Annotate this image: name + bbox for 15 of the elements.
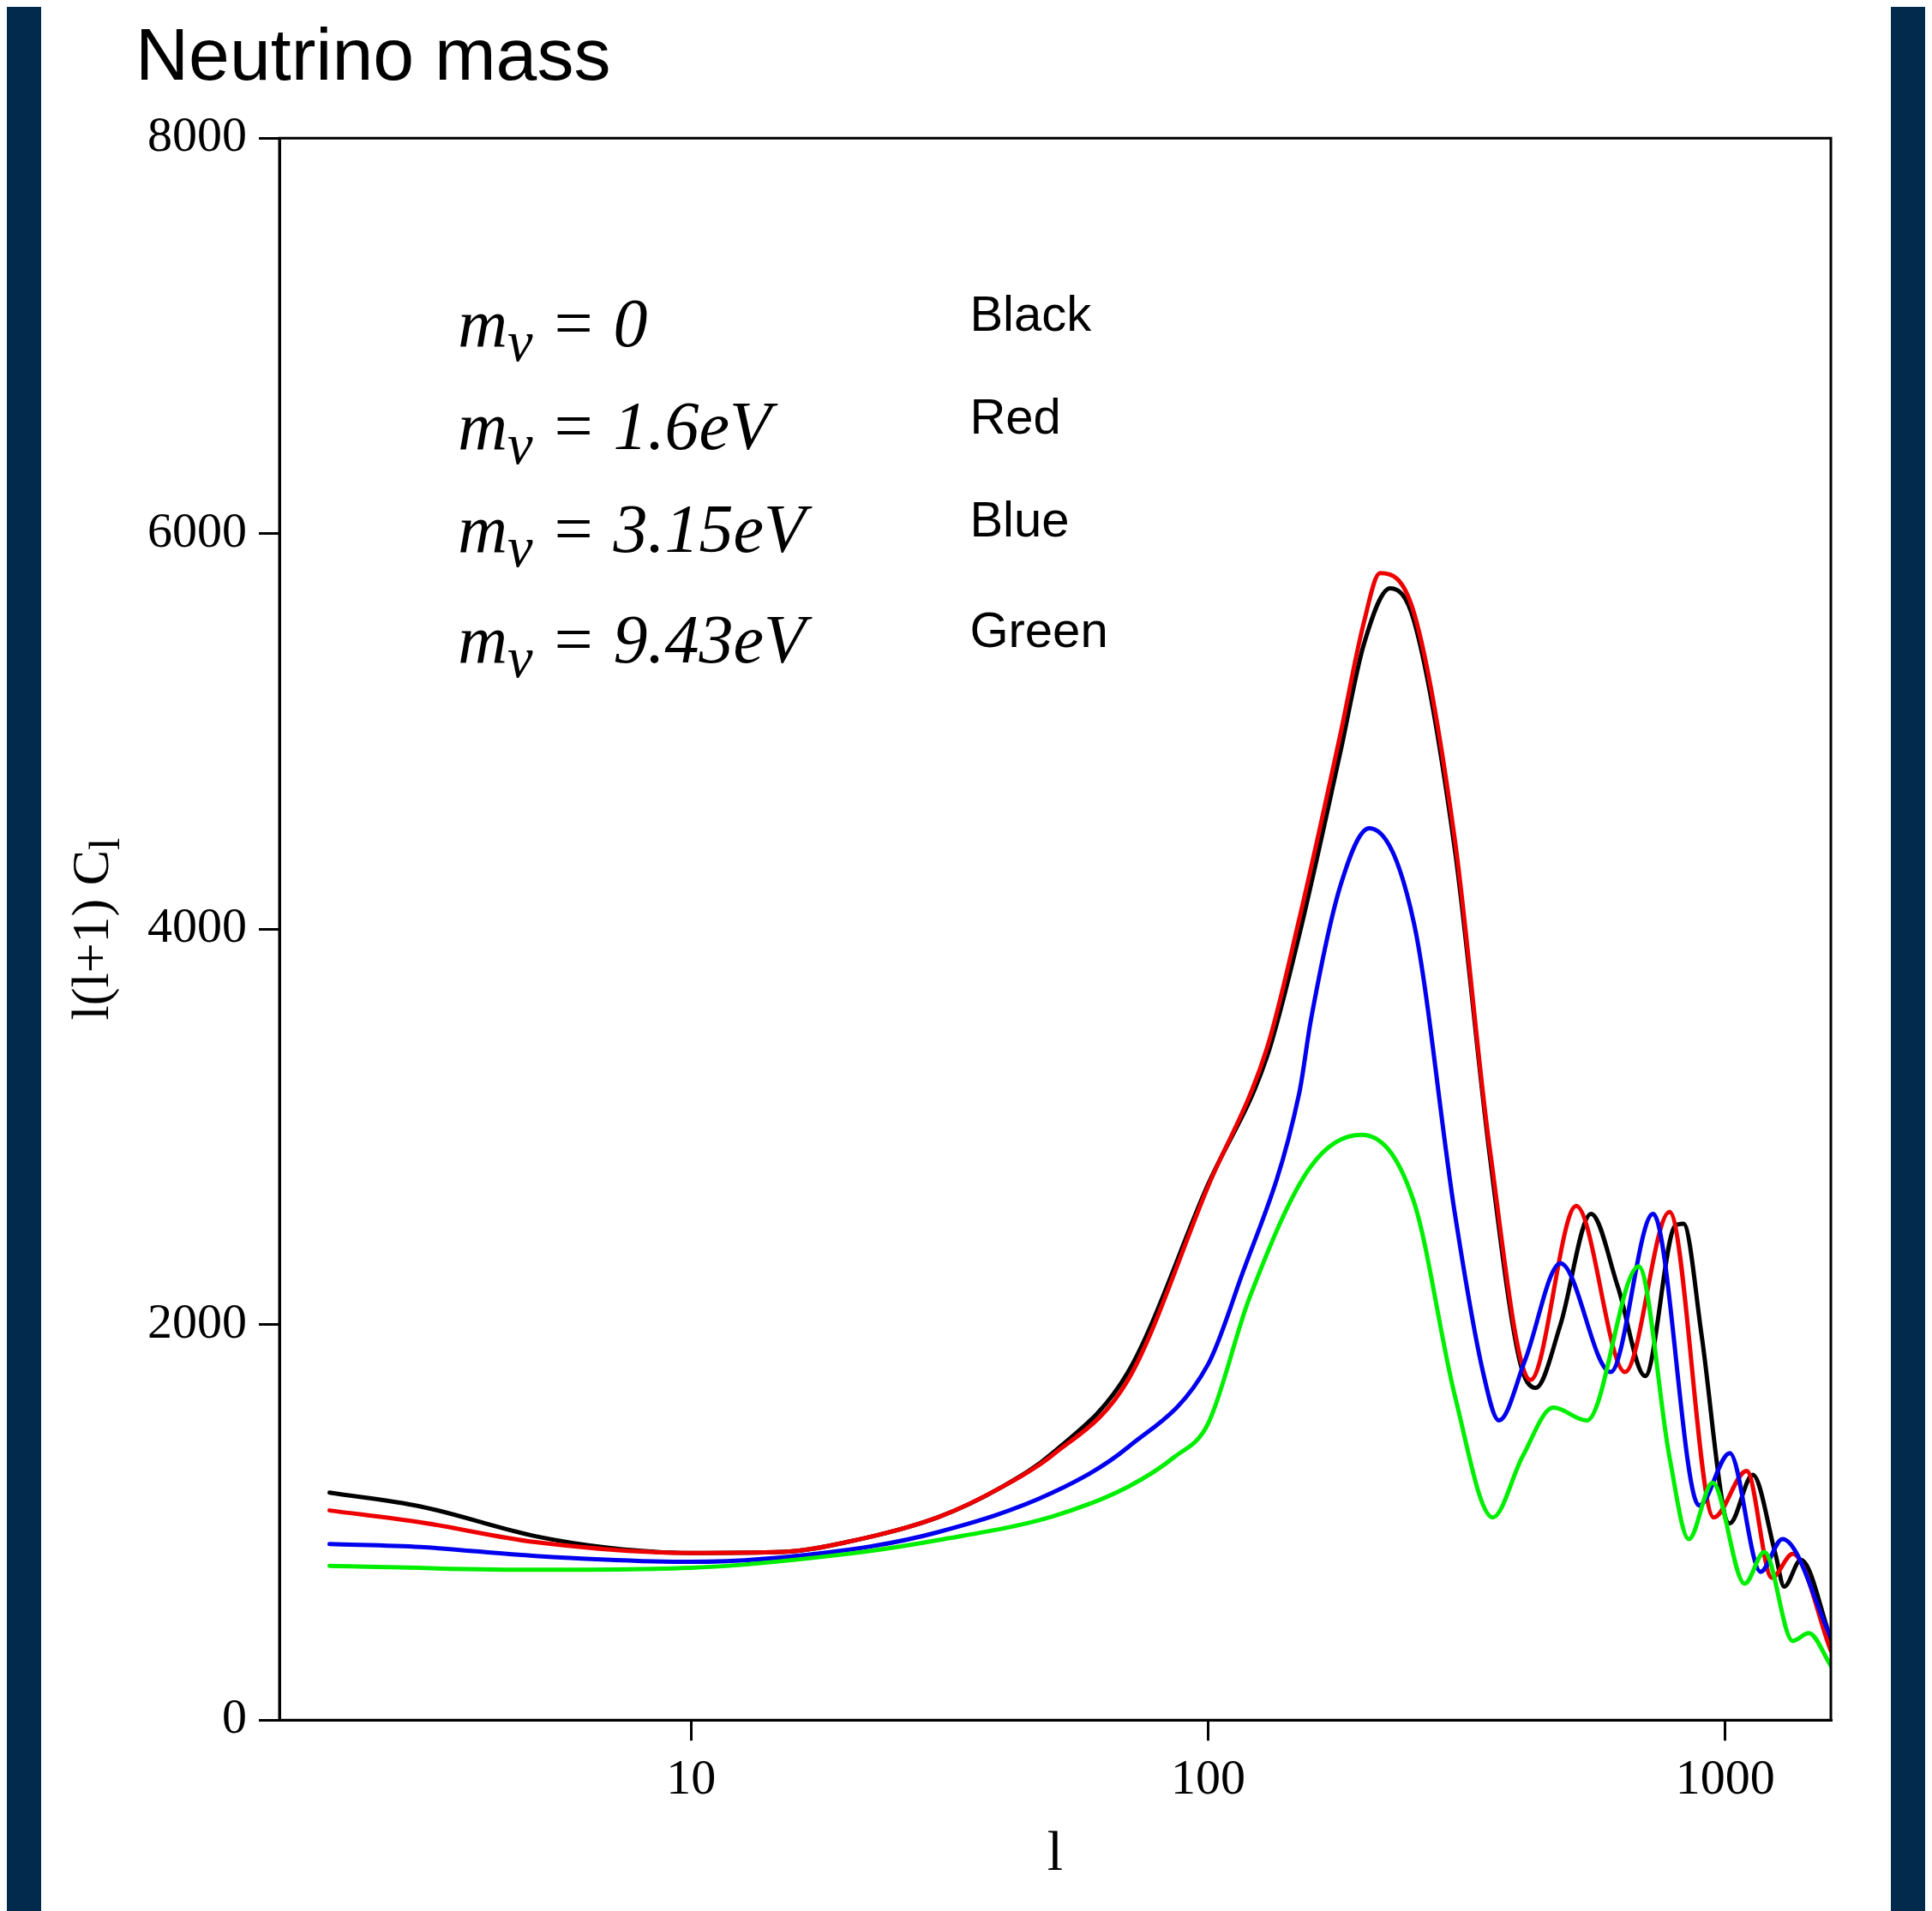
- annotation: Green: [969, 601, 1108, 657]
- x-tick-label: 1000: [1675, 1749, 1775, 1806]
- y-tick-label: 4000: [147, 897, 247, 954]
- annotation: m$_{ν}$ = 0: [458, 285, 648, 373]
- y-tick-label: 0: [222, 1688, 247, 1745]
- x-tick-label: 10: [666, 1749, 717, 1806]
- x-axis-title: l: [1047, 1818, 1064, 1882]
- chart-title: Neutrino mass: [135, 13, 611, 96]
- y-tick-label: 2000: [147, 1292, 247, 1349]
- x-tick-label: 100: [1171, 1749, 1246, 1806]
- annotation: Red: [969, 387, 1061, 444]
- y-tick-label: 8000: [147, 106, 247, 163]
- annotation: Blue: [969, 490, 1070, 547]
- y-tick-label: 6000: [147, 501, 247, 558]
- annotation: Black: [969, 285, 1092, 341]
